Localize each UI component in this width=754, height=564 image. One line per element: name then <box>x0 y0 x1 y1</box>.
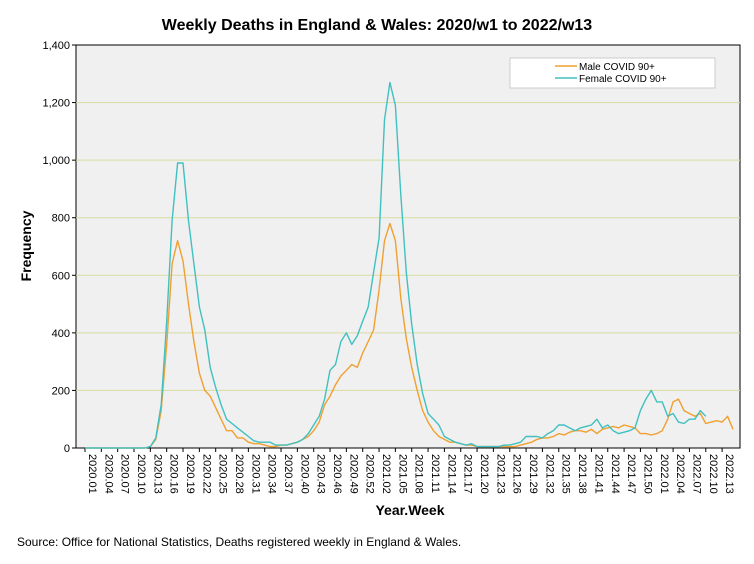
y-axis-title: Frequency <box>18 210 34 281</box>
x-tick-label: 2021.05 <box>396 454 408 494</box>
x-tick-label: 2020.52 <box>364 454 376 494</box>
x-tick-label: 2020.01 <box>86 454 98 494</box>
x-tick-label: 2021.50 <box>641 454 653 494</box>
x-tick-label: 2021.29 <box>527 454 539 494</box>
x-tick-label: 2021.20 <box>478 454 490 494</box>
x-tick-label: 2022.01 <box>658 454 670 494</box>
x-tick-label: 2020.19 <box>184 454 196 494</box>
x-tick-label: 2020.37 <box>282 454 294 494</box>
x-tick-label: 2020.07 <box>119 454 131 494</box>
source-note: Source: Office for National Statistics, … <box>17 535 462 549</box>
series-line-male <box>85 222 734 449</box>
x-tick-label: 2021.26 <box>511 454 523 494</box>
x-tick-label: 2021.47 <box>625 454 637 494</box>
y-tick-label: 400 <box>52 328 70 340</box>
x-tick-label: 2020.28 <box>233 454 245 494</box>
x-tick-label: 2021.23 <box>494 454 506 494</box>
plot-area <box>75 44 741 449</box>
x-tick-label: 2022.10 <box>707 454 719 494</box>
y-tick-label: 1,400 <box>42 40 70 52</box>
x-tick-label: 2020.13 <box>151 454 163 494</box>
x-tick-label: 2020.31 <box>249 454 261 494</box>
legend: Male COVID 90+ Female COVID 90+ <box>509 57 716 89</box>
legend-label-female: Female COVID 90+ <box>579 74 667 85</box>
x-tick-label: 2020.10 <box>135 454 147 494</box>
y-axis-ticks: 0 200 400 600 800 1,000 1,200 1,400 <box>42 40 76 455</box>
x-tick-label: 2022.07 <box>690 454 702 494</box>
gridlines <box>76 102 740 391</box>
x-tick-label: 2020.46 <box>331 454 343 494</box>
x-tick-label: 2020.25 <box>217 454 229 494</box>
x-tick-label: 2020.40 <box>298 454 310 494</box>
y-tick-label: 1,000 <box>42 155 70 167</box>
x-tick-label: 2021.14 <box>445 454 457 494</box>
x-tick-label: 2021.17 <box>462 454 474 494</box>
y-tick-label: 200 <box>52 385 70 397</box>
x-tick-label: 2021.41 <box>592 454 604 494</box>
x-tick-label: 2020.04 <box>102 454 114 494</box>
x-tick-label: 2021.38 <box>576 454 588 494</box>
x-tick-label: 2021.44 <box>609 454 621 494</box>
y-tick-label: 800 <box>52 213 70 225</box>
x-axis-ticks: 2020.01 2020.04 2020.07 2020.10 2020.13 2020.… <box>84 448 735 494</box>
y-tick-label: 0 <box>64 443 70 455</box>
chart-title: Weekly Deaths in England & Wales: 2020/w… <box>162 17 592 34</box>
x-tick-label: 2021.02 <box>380 454 392 494</box>
x-tick-label: 2021.35 <box>560 454 572 494</box>
x-tick-label: 2020.16 <box>168 454 180 494</box>
series-line-female <box>85 81 707 449</box>
x-tick-label: 2020.22 <box>200 454 212 494</box>
y-tick-label: 1,200 <box>42 98 70 110</box>
x-tick-label: 2020.43 <box>315 454 327 494</box>
x-tick-label: 2021.08 <box>413 454 425 494</box>
x-tick-label: 2022.13 <box>723 454 735 494</box>
series-lines <box>85 81 734 449</box>
x-axis-title: Year.Week <box>375 502 444 518</box>
x-tick-label: 2020.34 <box>266 454 278 494</box>
x-tick-label: 2020.49 <box>347 454 359 494</box>
legend-label-male: Male COVID 90+ <box>579 62 655 73</box>
x-tick-label: 2021.32 <box>543 454 555 494</box>
y-tick-label: 600 <box>52 270 70 282</box>
legend-box <box>509 57 716 89</box>
x-tick-label: 2021.11 <box>429 454 441 493</box>
x-tick-label: 2022.04 <box>674 454 686 494</box>
